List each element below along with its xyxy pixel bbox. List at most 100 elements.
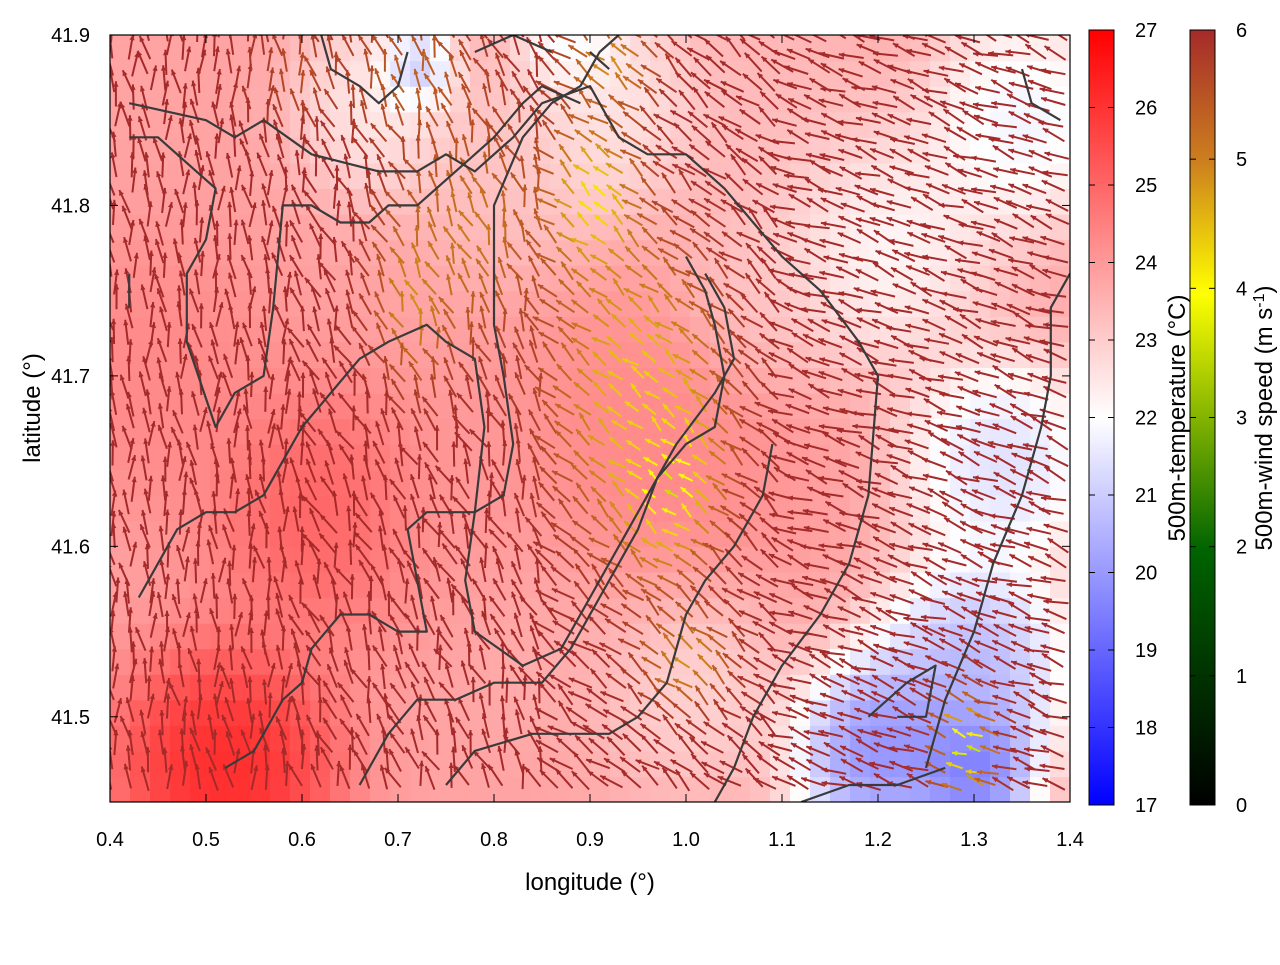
temperature-cell (970, 674, 991, 700)
temperature-cell (150, 751, 171, 777)
temperature-cell (930, 495, 951, 521)
temperature-cell (950, 751, 971, 777)
temperature-cell (390, 776, 411, 802)
y-tick-label: 41.6 (51, 536, 90, 558)
colorbar-tick-label: 24 (1135, 253, 1157, 275)
temperature-cell (570, 572, 591, 598)
temperature-cell (610, 776, 631, 802)
wind-speed-label-sup: -1 (1251, 293, 1268, 307)
x-tick-label: 0.7 (384, 829, 412, 851)
temperature-cell (430, 444, 451, 470)
temperature-cell (310, 112, 331, 138)
temperature-cell (830, 393, 851, 419)
temperature-cell (470, 751, 491, 777)
temperature-cell (190, 188, 211, 214)
temperature-cell (610, 495, 631, 521)
x-tick-label: 1.3 (960, 829, 988, 851)
x-tick-label: 1.1 (768, 829, 796, 851)
plot-area (103, 12, 1070, 802)
temperature-cell (790, 598, 811, 624)
temperature-cell (610, 649, 631, 675)
colorbar-tick-label: 17 (1135, 795, 1157, 817)
temperature-cell (830, 444, 851, 470)
temperature-cell (430, 572, 451, 598)
temperature-cell (190, 546, 211, 572)
temperature-cell (510, 776, 531, 802)
temperature-cell (610, 367, 631, 393)
colorbar-tick-label: 21 (1135, 485, 1157, 507)
temperature-cell (250, 214, 271, 240)
temperature-cell (330, 751, 351, 777)
x-tick-label: 0.8 (480, 829, 508, 851)
temperature-cell (990, 470, 1011, 496)
temperature-cell (830, 470, 851, 496)
temperature-cell (1050, 623, 1071, 649)
temperature-cell (390, 188, 411, 214)
temperature-cell (930, 316, 951, 342)
temperature-cell (930, 623, 951, 649)
temperature-cell (1050, 776, 1071, 802)
temperature-cell (890, 291, 911, 317)
temperature-cell (470, 572, 491, 598)
temperature-cell (670, 751, 691, 777)
temperature-cell (550, 419, 571, 445)
temperature-cell (930, 393, 951, 419)
temperature-cell (190, 265, 211, 291)
temperature-cell (990, 776, 1011, 802)
temperature-cell (570, 163, 591, 189)
temperature-cell (890, 572, 911, 598)
temperature-cell (550, 572, 571, 598)
temperature-cell (550, 342, 571, 368)
temperature-cell (250, 674, 271, 700)
temperature-cell (190, 572, 211, 598)
temperature-cell (370, 776, 391, 802)
temperature-cell (930, 240, 951, 266)
temperature-cell (790, 700, 811, 726)
temperature-cell (510, 598, 531, 624)
temperature-cell (990, 61, 1011, 87)
temperature-cell (790, 470, 811, 496)
temperature-cell (150, 776, 171, 802)
wind-arrow (218, 12, 223, 37)
temperature-cell (550, 137, 571, 163)
temperature-cell (670, 240, 691, 266)
temperature-cell (610, 623, 631, 649)
temperature-cell (710, 137, 731, 163)
temperature-cell (850, 291, 871, 317)
temperature-cell (330, 86, 351, 112)
temperature-cell (430, 240, 451, 266)
colorbar-tick-label: 2 (1236, 537, 1247, 559)
wind-speed-label-main: 500m-wind speed (m s (1251, 308, 1278, 551)
temperature-cell (450, 649, 471, 675)
wind-speed-label-end: ) (1251, 286, 1278, 294)
temperature-cell (410, 419, 431, 445)
temperature-cell (890, 214, 911, 240)
temperature-cell (810, 521, 831, 547)
temperature-cell (370, 598, 391, 624)
temperature-cell (650, 163, 671, 189)
temperature-cell (710, 61, 731, 87)
temperature-cell (670, 572, 691, 598)
temperature-cell (230, 214, 251, 240)
wind-speed-colorbar-label: 500m-wind speed (m s-1) (1251, 286, 1279, 551)
temperature-cell (490, 776, 511, 802)
colorbar-tick-label: 27 (1135, 20, 1157, 42)
temperature-cell (830, 61, 851, 87)
temperature-cell (150, 188, 171, 214)
temperature-cell (230, 776, 251, 802)
x-tick-label: 1.4 (1056, 829, 1084, 851)
x-axis-label: longitude (°) (525, 869, 655, 896)
temperature-cell (250, 393, 271, 419)
temperature-cell (930, 776, 951, 802)
temperature-cell (1030, 342, 1051, 368)
temperature-cell (110, 163, 131, 189)
y-axis-label: latitude (°) (19, 353, 46, 463)
temperature-cell (270, 776, 291, 802)
temperature-cell (570, 137, 591, 163)
temperature-cell (730, 419, 751, 445)
temperature-cell (750, 112, 771, 138)
temperature-cell (530, 240, 551, 266)
